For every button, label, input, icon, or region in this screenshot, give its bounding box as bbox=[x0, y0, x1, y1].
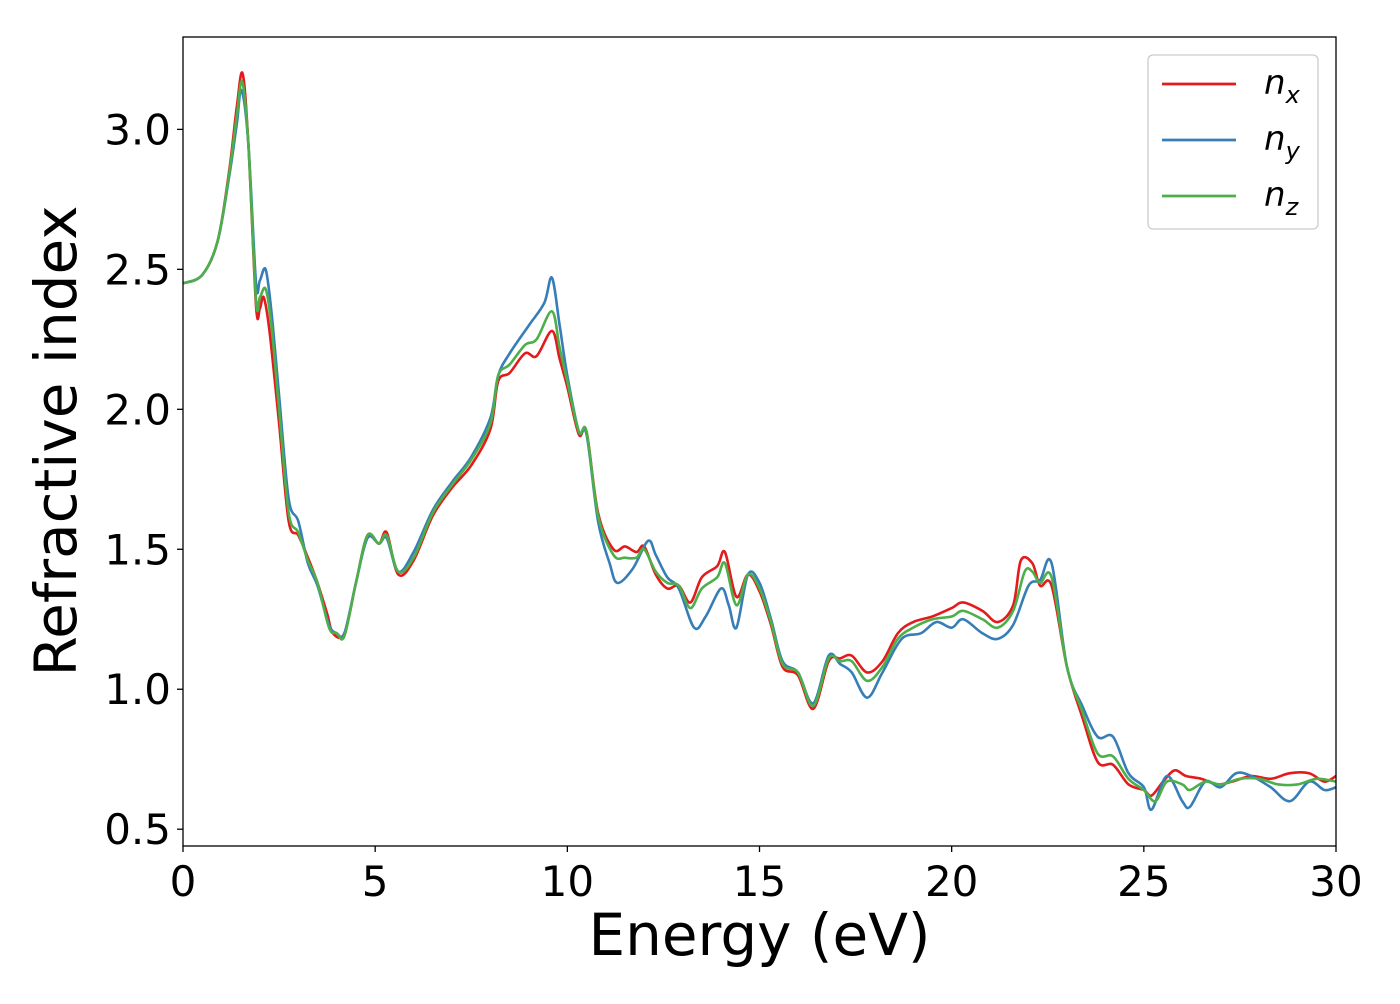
series-line-nz bbox=[183, 79, 1336, 803]
x-ticks: 0 5 10 15 20 25 30 bbox=[170, 846, 1363, 906]
y-tick-label: 2.5 bbox=[104, 245, 171, 294]
x-tick-label: 25 bbox=[1117, 857, 1170, 906]
series-layer bbox=[183, 71, 1336, 811]
y-tick-label: 3.0 bbox=[104, 105, 171, 154]
y-axis-label: Refractive index bbox=[22, 205, 90, 676]
legend-box bbox=[1147, 54, 1319, 230]
x-axis-label: Energy (eV) bbox=[588, 901, 930, 969]
y-tick-label: 1.5 bbox=[104, 525, 171, 574]
y-ticks: 0.5 1.0 1.5 2.0 2.5 3.0 bbox=[104, 105, 183, 854]
y-tick-label: 0.5 bbox=[104, 805, 171, 854]
x-tick-label: 30 bbox=[1309, 857, 1362, 906]
x-tick-label: 0 bbox=[170, 857, 197, 906]
x-tick-label: 20 bbox=[925, 857, 978, 906]
y-tick-label: 2.0 bbox=[104, 385, 171, 434]
x-tick-label: 5 bbox=[362, 857, 389, 906]
series-line-ny bbox=[183, 88, 1336, 811]
x-tick-label: 10 bbox=[541, 857, 594, 906]
x-tick-label: 15 bbox=[733, 857, 786, 906]
y-tick-label: 1.0 bbox=[104, 665, 171, 714]
